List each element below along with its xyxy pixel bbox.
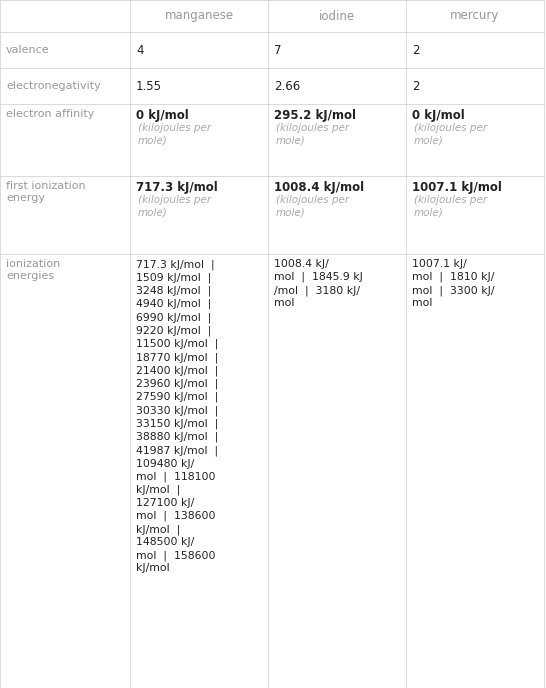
Text: mercury: mercury: [450, 10, 500, 23]
Text: 0 kJ/mol: 0 kJ/mol: [136, 109, 189, 122]
Text: 7: 7: [274, 43, 282, 56]
Text: (kilojoules per
mole): (kilojoules per mole): [276, 123, 349, 145]
Text: electron affinity: electron affinity: [6, 109, 94, 119]
Text: ionization
energies: ionization energies: [6, 259, 60, 281]
Text: 2.66: 2.66: [274, 80, 300, 92]
Text: 1008.4 kJ/mol: 1008.4 kJ/mol: [274, 181, 364, 194]
Text: (kilojoules per
mole): (kilojoules per mole): [138, 123, 211, 145]
Text: 2: 2: [412, 43, 419, 56]
Text: 295.2 kJ/mol: 295.2 kJ/mol: [274, 109, 356, 122]
Text: valence: valence: [6, 45, 50, 55]
Text: (kilojoules per
mole): (kilojoules per mole): [138, 195, 211, 217]
Text: 1008.4 kJ/
mol  |  1845.9 kJ
/mol  |  3180 kJ/
mol: 1008.4 kJ/ mol | 1845.9 kJ /mol | 3180 k…: [274, 259, 363, 308]
Text: electronegativity: electronegativity: [6, 81, 101, 91]
Text: (kilojoules per
mole): (kilojoules per mole): [276, 195, 349, 217]
Text: (kilojoules per
mole): (kilojoules per mole): [414, 123, 487, 145]
Text: first ionization
energy: first ionization energy: [6, 181, 86, 202]
Text: 0 kJ/mol: 0 kJ/mol: [412, 109, 465, 122]
Text: manganese: manganese: [164, 10, 234, 23]
Text: 717.3 kJ/mol  |
1509 kJ/mol  |
3248 kJ/mol  |
4940 kJ/mol  |
6990 kJ/mol  |
9220: 717.3 kJ/mol | 1509 kJ/mol | 3248 kJ/mol…: [136, 259, 218, 573]
Text: 1007.1 kJ/mol: 1007.1 kJ/mol: [412, 181, 502, 194]
Text: 717.3 kJ/mol: 717.3 kJ/mol: [136, 181, 218, 194]
Text: 2: 2: [412, 80, 419, 92]
Text: 1007.1 kJ/
mol  |  1810 kJ/
mol  |  3300 kJ/
mol: 1007.1 kJ/ mol | 1810 kJ/ mol | 3300 kJ/…: [412, 259, 495, 308]
Text: 4: 4: [136, 43, 144, 56]
Text: 1.55: 1.55: [136, 80, 162, 92]
Text: iodine: iodine: [319, 10, 355, 23]
Text: (kilojoules per
mole): (kilojoules per mole): [414, 195, 487, 217]
